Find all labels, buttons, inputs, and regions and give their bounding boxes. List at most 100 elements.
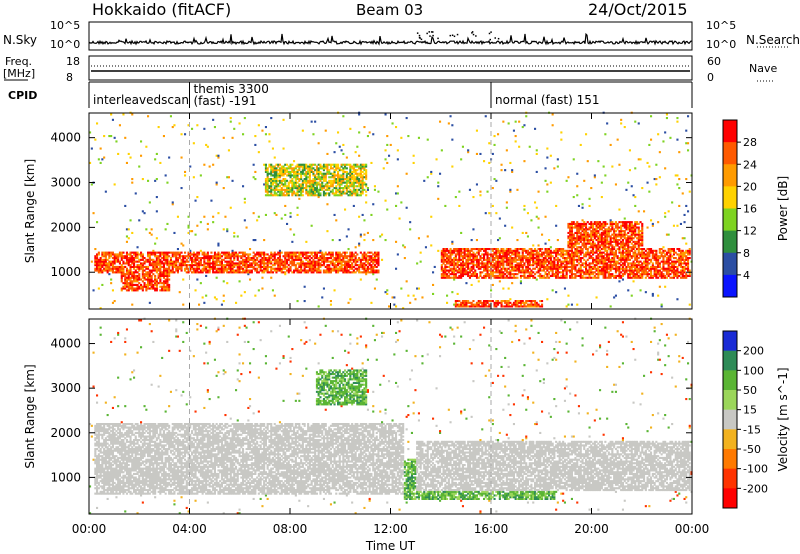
scatter-cell [133,289,136,292]
scatter-cell [148,257,151,260]
scatter-cell [162,257,165,260]
scatter-cell [588,257,591,260]
scatter-cell [284,183,287,186]
scatter-cell [526,264,529,267]
scatter-cell [215,271,218,274]
scatter-cell [351,185,354,188]
scatter-cell [574,239,577,242]
scatter-cell [475,262,478,265]
scatter-cell [366,188,369,191]
scatter-cell [359,235,362,238]
scatter-cell [147,253,150,256]
scatter-cell [521,249,524,252]
scatter-cell [349,265,352,268]
scatter-cell [562,265,565,268]
nsearch-point [418,34,421,37]
scatter-cell [296,176,299,179]
scatter-cell [613,258,616,261]
scatter-cell [351,178,354,181]
scatter-cell [595,258,598,261]
scatter-cell [337,257,340,260]
scatter-cell [213,253,216,256]
scatter-cell [500,163,503,166]
scatter-cell [125,262,128,265]
scatter-cell [351,258,354,261]
scatter-cell [220,251,223,254]
scatter-cell [588,255,591,258]
scatter-cell [90,147,93,150]
scatter-cell [96,255,99,258]
scatter-cell [271,174,274,177]
scatter-cell [97,269,100,272]
scatter-cell [148,264,151,267]
scatter-cell [470,283,473,286]
scatter-cell [519,271,522,274]
scatter-cell [175,258,178,261]
scatter-cell [314,192,317,195]
scatter-cell [618,271,621,274]
scatter-cell [106,251,109,254]
nsearch-point [420,38,423,41]
scatter-cell [310,190,313,193]
scatter-cell [184,170,187,173]
scatter-cell [159,280,162,283]
scatter-cell [111,264,114,267]
scatter-cell [467,248,470,251]
scatter-cell [373,269,376,272]
scatter-cell [453,251,456,254]
scatter-cell [623,248,626,251]
scatter-cell [314,187,317,190]
scatter-cell [322,253,325,256]
scatter-cell [138,253,141,256]
scatter-cell [319,271,322,274]
scatter-cell [122,273,125,276]
scatter-cell [588,235,591,238]
scatter-cell [329,176,332,179]
scatter-cell [477,264,480,267]
scatter-cell [329,179,332,182]
scatter-cell [549,269,552,272]
scatter-cell [331,267,334,270]
scatter-cell [593,267,596,270]
scatter-cell [111,253,114,256]
scatter-cell [270,257,273,260]
scatter-cell [278,167,281,170]
scatter-cell [495,251,498,254]
scatter-cell [340,190,343,193]
scatter-cell [184,267,187,270]
scatter-cell [326,188,329,191]
scatter-cell [125,253,128,256]
scatter-cell [507,276,510,279]
scatter-cell [483,253,486,256]
scatter-cell [294,192,297,195]
scatter-cell [335,185,338,188]
scatter-cell [291,170,294,173]
scatter-cell [560,249,563,252]
scatter-cell [89,161,92,164]
scatter-cell [532,264,535,267]
scatter-cell [498,237,501,240]
scatter-cell [574,265,577,268]
scatter-cell [604,269,607,272]
scatter-cell [268,190,271,193]
freq-unit: [MHz] [3,67,35,80]
scatter-cell [122,265,125,268]
scatter-cell [147,287,150,290]
scatter-cell [593,244,596,247]
scatter-cell [359,194,362,197]
scatter-cell [271,147,274,150]
scatter-cell [458,190,461,193]
scatter-cell [164,258,167,261]
scatter-cell [368,267,371,270]
scatter-cell [124,204,127,207]
scatter-cell [519,255,522,258]
scatter-cell [263,260,266,263]
scatter-cell [493,265,496,268]
scatter-cell [129,282,132,285]
scatter-cell [562,255,565,258]
scatter-cell [138,278,141,281]
scatter-cell [352,204,355,207]
scatter-cell [286,190,289,193]
scatter-cell [271,179,274,182]
scatter-cell [338,181,341,184]
